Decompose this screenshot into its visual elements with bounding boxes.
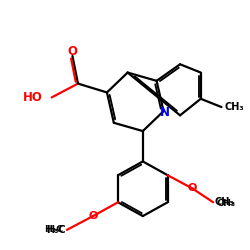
Text: HO: HO bbox=[23, 91, 43, 104]
Text: H₃C: H₃C bbox=[46, 225, 66, 235]
Text: N: N bbox=[160, 106, 170, 119]
Text: CH₃: CH₃ bbox=[214, 197, 234, 207]
Text: O: O bbox=[188, 184, 197, 194]
Text: O: O bbox=[88, 211, 98, 221]
Text: CH₃: CH₃ bbox=[224, 102, 244, 112]
Text: O: O bbox=[68, 44, 78, 58]
Text: CH₃: CH₃ bbox=[216, 199, 236, 208]
Text: H₃C: H₃C bbox=[44, 225, 64, 234]
